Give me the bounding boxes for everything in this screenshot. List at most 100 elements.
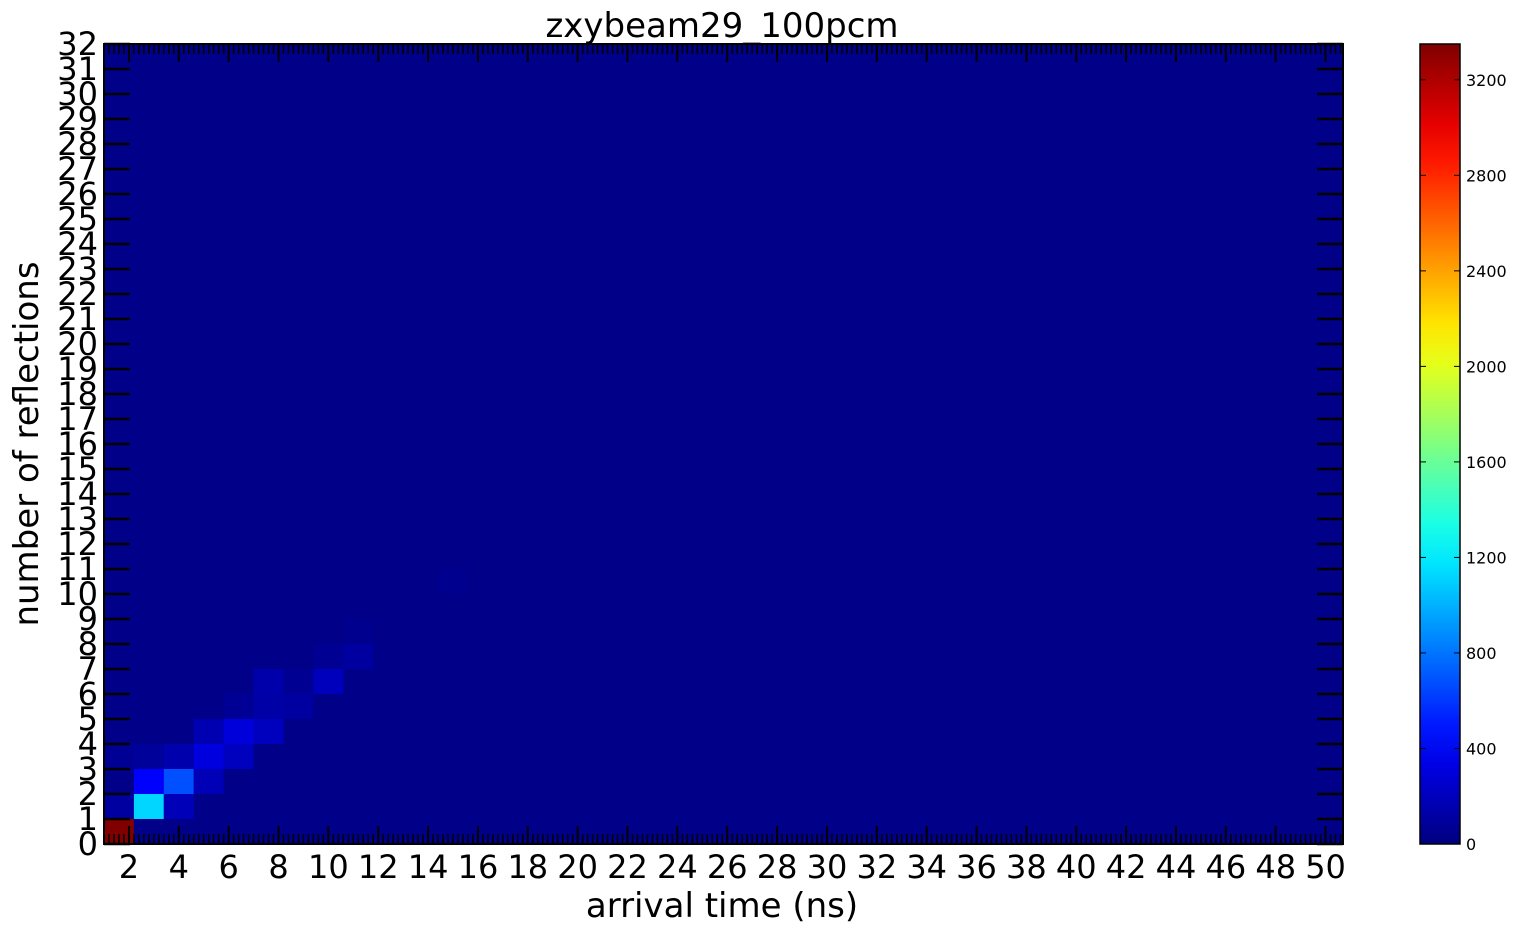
heatmap-cell — [193, 744, 224, 769]
y-tick-label: 9 — [78, 600, 98, 638]
heatmap-cell — [163, 794, 194, 819]
heatmap-cell — [223, 694, 254, 719]
plot-area — [103, 42, 1344, 846]
y-tick-label: 10 — [57, 575, 98, 613]
x-axis-label: arrival time (ns) — [586, 886, 858, 926]
y-tick-label: 27 — [57, 150, 98, 188]
x-tick-label: 22 — [607, 848, 648, 886]
y-tick-label: 25 — [57, 200, 98, 238]
y-tick-label: 26 — [57, 175, 98, 213]
x-tick-label: 46 — [1205, 848, 1246, 886]
colorbar-tick-label: 400 — [1466, 739, 1497, 758]
colorbar: 0 400 800 1200 1600 2000 2400 2800 3200 — [1419, 43, 1507, 854]
x-tick-label: 12 — [358, 848, 399, 886]
y-axis-label: number of reflections — [7, 261, 47, 626]
y-tick-label: 31 — [57, 50, 98, 88]
x-tick-label: 8 — [268, 848, 288, 886]
y-tick-label: 14 — [57, 475, 98, 513]
y-tick-label: 19 — [57, 350, 98, 388]
heatmap-cell — [133, 744, 164, 769]
x-tick-label: 32 — [856, 848, 897, 886]
x-tick-label: 20 — [557, 848, 598, 886]
colorbar-tick-label: 800 — [1466, 644, 1497, 663]
y-tick-label: 18 — [57, 375, 98, 413]
x-tick-label: 24 — [657, 848, 698, 886]
x-tick-label: 28 — [757, 848, 798, 886]
y-tick-label: 11 — [57, 550, 98, 588]
x-tick-label: 30 — [807, 848, 848, 886]
y-tick-label: 17 — [57, 400, 98, 438]
x-tick-label: 50 — [1305, 848, 1346, 886]
y-tick-label: 6 — [78, 675, 98, 713]
y-tick-label: 2 — [78, 775, 98, 813]
heatmap-cell — [253, 719, 284, 744]
heatmap-cell — [104, 794, 134, 819]
x-tick-label: 16 — [458, 848, 499, 886]
heatmap-cell — [193, 719, 224, 744]
chart-title: zxybeam29_100pcm — [545, 6, 898, 46]
heatmap-background — [104, 44, 1343, 844]
x-tick-label: 26 — [707, 848, 748, 886]
heatmap-cell — [223, 744, 254, 769]
y-tick-label: 3 — [78, 750, 98, 788]
heatmap-cell — [343, 644, 374, 669]
heatmap-cell — [223, 719, 254, 744]
y-tick-label: 21 — [57, 300, 98, 338]
colorbar-tick-label: 3200 — [1466, 71, 1507, 90]
y-tick-label: 20 — [57, 325, 98, 363]
x-tick-label: 42 — [1106, 848, 1147, 886]
heatmap-cell — [163, 769, 194, 794]
colorbar-tick-label: 2800 — [1466, 166, 1507, 185]
y-tick-label: 24 — [57, 225, 98, 263]
heatmap-cell — [133, 769, 164, 794]
y-tick-label: 12 — [57, 525, 98, 563]
y-tick-label: 29 — [57, 100, 98, 138]
heatmap-cell — [193, 769, 224, 794]
heatmap-cell — [253, 669, 284, 694]
x-tick-label: 38 — [1006, 848, 1047, 886]
y-tick-label: 0 — [78, 825, 98, 863]
x-tick-label: 2 — [119, 848, 139, 886]
y-tick-label: 15 — [57, 450, 98, 488]
y-tick-label: 30 — [57, 75, 98, 113]
heatmap-cell — [133, 794, 164, 819]
heatmap-cell — [343, 619, 374, 644]
y-tick-label: 4 — [78, 725, 98, 763]
x-tick-label: 36 — [956, 848, 997, 886]
heatmap-cell — [283, 694, 314, 719]
y-tick-label: 5 — [78, 700, 98, 738]
heatmap-cell — [313, 669, 344, 694]
heatmap-cell — [438, 569, 468, 594]
y-tick-label: 32 — [57, 25, 98, 63]
y-tick-label: 23 — [57, 250, 98, 288]
y-tick-label: 13 — [57, 500, 98, 538]
x-tick-label: 14 — [408, 848, 449, 886]
x-tick-labels: 2 4 6 8 10 12 14 16 18 20 22 24 26 28 30 32 34 36 38 40 42 44… — [119, 848, 1346, 886]
colorbar-gradient — [1419, 43, 1461, 845]
heatmap-cell — [253, 694, 284, 719]
x-tick-label: 44 — [1156, 848, 1197, 886]
y-tick-label: 28 — [57, 125, 98, 163]
heatmap-cell — [313, 644, 344, 669]
x-tick-label: 34 — [906, 848, 947, 886]
x-tick-label: 40 — [1056, 848, 1097, 886]
y-tick-label: 7 — [78, 650, 98, 688]
y-tick-label: 1 — [78, 800, 98, 838]
heatmap-cell — [283, 669, 314, 694]
heatmap-cell — [163, 744, 194, 769]
y-tick-label: 16 — [57, 425, 98, 463]
colorbar-tick-label: 1200 — [1466, 548, 1507, 567]
colorbar-tick-label: 2400 — [1466, 262, 1507, 281]
heatmap-cell — [104, 744, 134, 769]
x-tick-label: 10 — [308, 848, 349, 886]
x-tick-label: 4 — [169, 848, 189, 886]
x-tick-label: 48 — [1255, 848, 1296, 886]
x-tick-label: 18 — [507, 848, 548, 886]
y-tick-label: 22 — [57, 275, 98, 313]
y-tick-labels: 0123456789101112131415161718192021222324… — [57, 25, 98, 863]
y-tick-label: 8 — [78, 625, 98, 663]
plot-frame — [103, 43, 1344, 845]
colorbar-tick-label: 1600 — [1466, 453, 1507, 472]
